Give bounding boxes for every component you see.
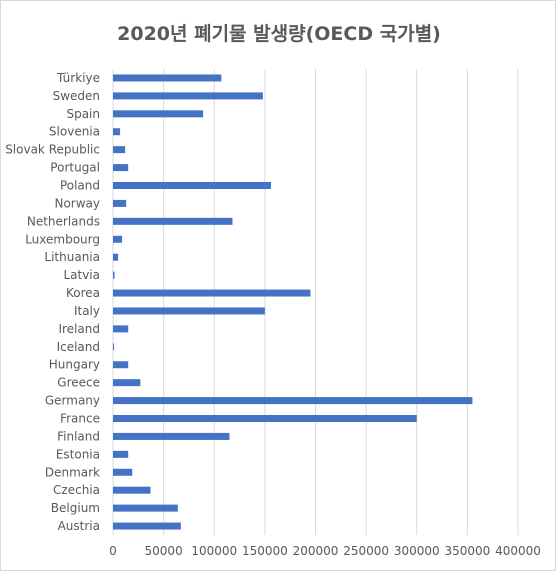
x-tick-label: 350000 <box>444 544 490 558</box>
x-tick-label: 50000 <box>145 544 183 558</box>
category-label: Korea <box>66 286 100 300</box>
bar <box>113 307 265 315</box>
category-label: Lithuania <box>44 250 100 264</box>
bar <box>113 217 233 225</box>
bar <box>113 110 204 118</box>
bar <box>113 486 151 494</box>
bar <box>113 253 119 261</box>
bar <box>113 343 114 351</box>
bar <box>113 379 141 387</box>
bar <box>113 415 417 422</box>
bar <box>113 397 473 405</box>
category-label: Spain <box>66 107 100 121</box>
bar <box>113 361 129 369</box>
x-tick-label: 0 <box>109 544 117 558</box>
category-label: Norway <box>54 196 100 210</box>
category-label: Germany <box>45 394 100 408</box>
category-labels: Türkiye Sweden Spain Slovenia Slovak Republi… <box>5 71 100 533</box>
bar <box>113 235 123 243</box>
category-label: Hungary <box>49 358 100 372</box>
bar <box>113 164 129 172</box>
bar <box>113 199 127 207</box>
bar <box>113 92 263 100</box>
category-label: Luxembourg <box>25 232 100 246</box>
category-label: Slovenia <box>49 125 100 139</box>
category-label: Sweden <box>53 89 100 103</box>
gridlines <box>112 69 519 535</box>
bar <box>113 432 230 440</box>
bar <box>113 504 178 512</box>
bar <box>113 74 222 82</box>
category-label: Finland <box>57 429 100 443</box>
bar <box>113 289 311 297</box>
category-label: Netherlands <box>27 214 100 228</box>
x-tick-label: 250000 <box>343 544 389 558</box>
bar <box>113 450 129 458</box>
x-tick-label: 400000 <box>495 544 541 558</box>
bars <box>113 74 473 530</box>
category-label: Poland <box>60 179 100 193</box>
category-label: Denmark <box>45 465 100 479</box>
category-label: Austria <box>58 519 100 533</box>
category-label: Italy <box>74 304 100 318</box>
bar <box>113 271 115 279</box>
category-label: Czechia <box>53 483 100 497</box>
category-label: Estonia <box>56 447 100 461</box>
bar <box>113 325 129 333</box>
chart-title: 2020년 폐기물 발생량(OECD 국가별) <box>117 23 441 45</box>
category-label: Ireland <box>58 322 100 336</box>
x-tick-label: 300000 <box>394 544 440 558</box>
category-label: Latvia <box>63 268 100 282</box>
x-tick-label: 150000 <box>242 544 288 558</box>
category-label: France <box>60 412 100 426</box>
category-label: Greece <box>57 376 100 390</box>
bar <box>113 182 271 189</box>
x-tick-label: 200000 <box>293 544 339 558</box>
bar <box>113 468 133 476</box>
category-label: Iceland <box>57 340 100 354</box>
category-label: Türkiye <box>56 71 100 85</box>
bar <box>113 522 181 530</box>
bar <box>113 128 121 136</box>
x-tick-label: 100000 <box>191 544 237 558</box>
x-tick-labels: 0 50000 100000 150000 200000 250000 300000 3500… <box>109 544 541 558</box>
bar <box>113 146 126 154</box>
category-label: Portugal <box>50 161 100 175</box>
category-label: Slovak Republic <box>5 143 100 157</box>
category-label: Belgium <box>51 501 100 515</box>
